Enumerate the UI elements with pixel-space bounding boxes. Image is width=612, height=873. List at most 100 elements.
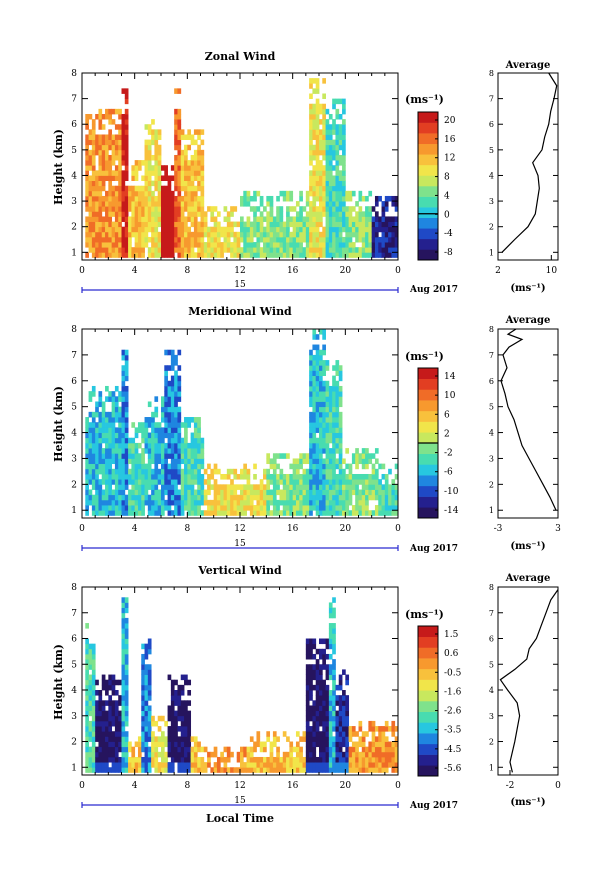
zonal-wind-cell	[164, 206, 168, 212]
zonal-wind-cell	[322, 211, 326, 217]
zonal-wind-cell	[332, 211, 336, 217]
meridional-wind-cell	[88, 473, 93, 480]
meridional-wind-cell	[394, 494, 399, 501]
zonal-wind-cell	[391, 242, 396, 248]
zonal-wind-cell	[338, 216, 343, 222]
meridional-wind-cell	[184, 442, 188, 449]
meridional-wind-cell	[259, 489, 264, 496]
zonal-wind-cell	[332, 154, 336, 161]
zonal-wind-cell	[282, 252, 287, 258]
vertical-wind-cell	[207, 756, 211, 763]
vertical-wind-cell	[391, 751, 396, 758]
vertical-wind-cell	[101, 705, 106, 712]
meridional-wind-cell	[105, 442, 109, 449]
zonal-wind-cell	[299, 211, 303, 217]
zonal-wind-cell	[335, 144, 340, 151]
zonal-wind-cell	[210, 206, 215, 212]
zonal-wind-cell	[272, 242, 277, 248]
meridional-wind-cell	[85, 417, 89, 423]
vertical-wind-cell	[151, 741, 155, 748]
vertical-wind-cell	[302, 762, 307, 768]
zonal-wind-cell	[319, 195, 323, 202]
zonal-wind-cell	[134, 247, 139, 253]
meridional-wind-cell	[154, 427, 159, 433]
zonal-wind-cell	[200, 216, 205, 222]
meridional-wind-cell	[98, 484, 103, 490]
vertical-wind-colorbar-swatch	[418, 701, 438, 713]
zonal-wind-cell	[299, 216, 303, 222]
vertical-wind-cell	[384, 756, 389, 763]
meridional-wind-cell	[128, 453, 132, 459]
meridional-wind-cell	[371, 479, 376, 485]
meridional-wind-cell	[108, 427, 113, 433]
zonal-wind-cell	[114, 134, 119, 140]
vertical-wind-cell	[108, 741, 113, 748]
zonal-wind-cell	[365, 231, 369, 238]
meridional-wind-cell	[151, 510, 155, 516]
vertical-wind-cell	[141, 731, 145, 737]
meridional-wind-cell	[134, 448, 139, 454]
zonal-wind-cell	[85, 113, 89, 120]
meridional-wind-cell	[338, 422, 343, 428]
meridional-wind-cell	[193, 499, 198, 506]
vertical-wind-cell	[328, 715, 333, 722]
zonal-wind-cell	[365, 242, 369, 248]
meridional-wind-cell	[322, 391, 326, 397]
vertical-wind-cell	[299, 762, 303, 768]
meridional-wind-cell	[124, 510, 129, 516]
vertical-wind-cell	[371, 756, 376, 763]
meridional-wind-cell	[302, 453, 307, 459]
zonal-wind-cell	[325, 134, 330, 140]
meridional-wind-cell	[292, 489, 297, 496]
zonal-wind-cell	[358, 221, 363, 228]
vertical-wind-cell	[332, 607, 336, 614]
zonal-wind-cell	[325, 144, 330, 151]
meridional-wind-cell	[177, 510, 182, 516]
zonal-wind-cell	[91, 170, 96, 176]
vertical-wind-cell	[88, 684, 93, 691]
vertical-wind-cell	[137, 736, 142, 742]
zonal-wind-cell	[325, 180, 330, 187]
zonal-wind-cell	[388, 231, 392, 238]
meridional-wind-cell	[240, 499, 244, 506]
meridional-wind-cell	[167, 422, 172, 428]
vertical-wind-cell	[342, 762, 346, 768]
zonal-wind-cell	[85, 154, 89, 161]
zonal-wind-cell	[174, 175, 178, 181]
meridional-wind-cell	[263, 510, 267, 516]
zonal-wind-cell	[85, 216, 89, 222]
vertical-wind-cell	[342, 710, 346, 717]
vertical-wind-cell	[342, 705, 346, 712]
meridional-wind-cell	[342, 468, 346, 475]
vertical-wind-cell	[319, 715, 323, 722]
vertical-wind-cell	[137, 762, 142, 768]
vertical-wind-cell	[276, 751, 280, 758]
zonal-wind-cell	[236, 242, 241, 248]
zonal-wind-cell	[95, 113, 99, 120]
meridional-wind-cell	[322, 365, 326, 371]
vertical-wind-cell	[315, 648, 320, 655]
meridional-wind-cell	[98, 401, 103, 408]
vertical-wind-cell	[253, 762, 257, 768]
vertical-wind-cell	[345, 695, 350, 701]
meridional-wind-cell	[151, 479, 155, 485]
zonal-wind-cell	[319, 185, 323, 192]
meridional-wind-cell	[272, 458, 277, 465]
zonal-wind-cell	[105, 165, 109, 171]
meridional-wind-cell	[144, 484, 149, 490]
zonal-wind-cell	[95, 221, 99, 228]
meridional-wind-cell	[190, 489, 195, 496]
vertical-wind-cell	[335, 715, 340, 722]
meridional-wind-colorbar-label: 14	[444, 372, 456, 382]
vertical-wind-cell	[322, 648, 326, 655]
meridional-wind-cell	[335, 360, 340, 366]
meridional-wind-colorbar-label: 2	[444, 429, 450, 439]
zonal-wind-cell	[137, 226, 142, 233]
meridional-wind-cell	[108, 484, 113, 490]
meridional-wind-cell	[154, 437, 159, 444]
vertical-wind-cell	[124, 710, 129, 717]
vertical-wind-cell	[121, 653, 126, 660]
meridional-wind-cell	[170, 489, 175, 496]
vertical-wind-cell	[118, 741, 122, 748]
zonal-wind-cell	[328, 211, 333, 217]
